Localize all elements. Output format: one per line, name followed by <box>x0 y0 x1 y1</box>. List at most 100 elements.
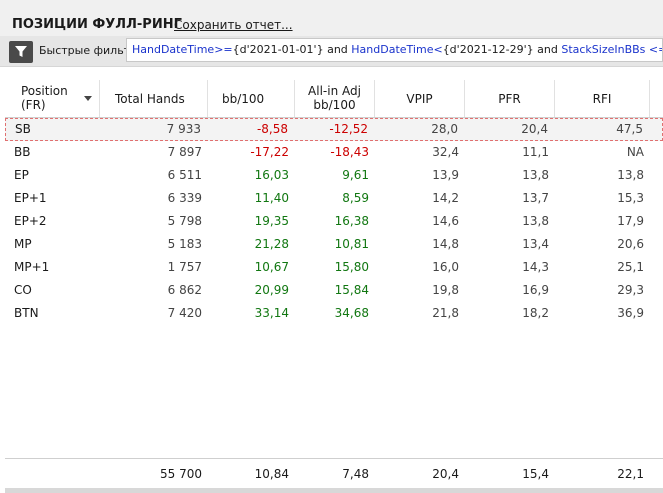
total-allin-adj: 7,48 <box>342 467 369 481</box>
filter-token: StackSizeInBBs <box>561 43 646 56</box>
column-header-bb100[interactable]: bb/100 <box>208 80 295 117</box>
header-divider <box>5 117 663 118</box>
positions-table: Position (FR) Total Hands bb/100 All-in Adj b… <box>5 80 663 490</box>
table-cell-allin-adj: -18,43 <box>330 145 369 159</box>
table-cell-allin-adj: -12,52 <box>329 122 368 136</box>
table-cell-position: SB <box>15 122 31 136</box>
column-header-pfr[interactable]: PFR <box>465 80 555 117</box>
table-cell-pfr: 13,4 <box>522 237 549 251</box>
table-row[interactable]: MP 5 183 21,28 10,81 14,8 13,4 20,6 <box>5 233 663 256</box>
table-cell-pfr: 14,3 <box>522 260 549 274</box>
table-cell-bb100: 33,14 <box>254 306 289 320</box>
table-cell-pfr: 13,7 <box>522 191 549 205</box>
column-header-label: bb/100 <box>222 92 265 106</box>
table-cell-position: MP <box>14 237 32 251</box>
table-cell-bb100: -8,58 <box>256 122 288 136</box>
table-cell-bb100: 11,40 <box>254 191 289 205</box>
table-cell-pfr: 13,8 <box>522 214 549 228</box>
table-row[interactable]: EP 6 511 16,03 9,61 13,9 13,8 13,8 <box>5 164 663 187</box>
table-row[interactable]: BTN 7 420 33,14 34,68 21,8 18,2 36,9 <box>5 302 663 325</box>
table-cell-total-hands: 1 757 <box>167 260 202 274</box>
table-cell-pfr: 20,4 <box>521 122 548 136</box>
filter-token: HandDateTime <box>132 43 215 56</box>
table-cell-rfi: 17,9 <box>617 214 644 228</box>
column-header-label: VPIP <box>406 92 433 106</box>
table-cell-rfi: 36,9 <box>617 306 644 320</box>
table-cell-total-hands: 6 511 <box>167 168 202 182</box>
total-vpip: 20,4 <box>432 467 459 481</box>
total-bb100: 10,84 <box>254 467 289 481</box>
table-row[interactable]: EP+1 6 339 11,40 8,59 14,2 13,7 15,3 <box>5 187 663 210</box>
column-header-position[interactable]: Position (FR) <box>5 80 100 117</box>
horizontal-scrollbar[interactable] <box>5 488 663 493</box>
table-cell-total-hands: 7 420 <box>167 306 202 320</box>
table-cell-position: BTN <box>14 306 39 320</box>
table-cell-pfr: 18,2 <box>522 306 549 320</box>
table-cell-vpip: 14,6 <box>432 214 459 228</box>
column-header-vpip[interactable]: VPIP <box>375 80 465 117</box>
column-header-label: Total Hands <box>115 92 185 106</box>
table-cell-allin-adj: 15,80 <box>334 260 369 274</box>
table-cell-position: CO <box>14 283 32 297</box>
table-cell-allin-adj: 9,61 <box>342 168 369 182</box>
table-cell-vpip: 19,8 <box>432 283 459 297</box>
total-rfi: 22,1 <box>617 467 644 481</box>
funnel-icon <box>15 46 27 57</box>
table-cell-position: MP+1 <box>14 260 50 274</box>
table-row[interactable]: EP+2 5 798 19,35 16,38 14,6 13,8 17,9 <box>5 210 663 233</box>
column-header-label: All-in Adj <box>308 84 361 98</box>
column-header-label: Position <box>21 84 68 98</box>
table-cell-pfr: 16,9 <box>522 283 549 297</box>
page-title: ПОЗИЦИИ ФУЛЛ-РИНГ <box>12 17 182 32</box>
table-cell-vpip: 16,0 <box>432 260 459 274</box>
table-cell-allin-adj: 8,59 <box>342 191 369 205</box>
filter-token: HandDateTime <box>351 43 434 56</box>
table-row[interactable]: BB 7 897 -17,22 -18,43 32,4 11,1 NA <box>5 141 663 164</box>
table-cell-bb100: 20,99 <box>254 283 289 297</box>
table-cell-pfr: 11,1 <box>522 145 549 159</box>
table-cell-allin-adj: 15,84 <box>334 283 369 297</box>
table-cell-position: EP <box>14 168 29 182</box>
table-cell-allin-adj: 34,68 <box>334 306 369 320</box>
table-cell-vpip: 21,8 <box>432 306 459 320</box>
table-cell-total-hands: 6 862 <box>167 283 202 297</box>
table-cell-rfi: NA <box>626 145 644 159</box>
totals-divider <box>5 458 663 459</box>
table-cell-allin-adj: 10,81 <box>334 237 369 251</box>
filter-expression-input[interactable]: HandDateTime>={d'2021-01-01'} and HandDa… <box>126 38 663 62</box>
table-cell-rfi: 20,6 <box>617 237 644 251</box>
table-cell-position: EP+2 <box>14 214 47 228</box>
table-cell-vpip: 13,9 <box>432 168 459 182</box>
total-pfr: 15,4 <box>522 467 549 481</box>
table-cell-rfi: 15,3 <box>617 191 644 205</box>
table-cell-total-hands: 7 897 <box>167 145 202 159</box>
table-cell-vpip: 14,2 <box>432 191 459 205</box>
filter-button[interactable] <box>9 41 33 63</box>
table-cell-pfr: 13,8 <box>522 168 549 182</box>
quick-filter-label: Быстрые фильт <box>39 44 129 57</box>
filter-token: < <box>433 43 443 56</box>
column-header-allin-adj[interactable]: All-in Adj bb/100 <box>295 80 375 117</box>
table-cell-rfi: 29,3 <box>617 283 644 297</box>
table-cell-vpip: 28,0 <box>431 122 458 136</box>
column-header-sublabel: bb/100 <box>313 98 356 112</box>
table-cell-total-hands: 5 183 <box>167 237 202 251</box>
sort-down-icon[interactable] <box>84 96 92 101</box>
title-bar <box>0 0 663 36</box>
table-cell-vpip: 32,4 <box>432 145 459 159</box>
save-report-link[interactable]: Сохранить отчет... <box>174 18 293 32</box>
table-row[interactable]: CO 6 862 20,99 15,84 19,8 16,9 29,3 <box>5 279 663 302</box>
table-row[interactable]: MP+1 1 757 10,67 15,80 16,0 14,3 25,1 <box>5 256 663 279</box>
column-header-rfi[interactable]: RFI <box>555 80 650 117</box>
table-cell-bb100: -17,22 <box>250 145 289 159</box>
table-cell-bb100: 16,03 <box>254 168 289 182</box>
filter-token: {d'2021-01-01'} and <box>232 43 352 56</box>
filter-token: {d'2021-12-29'} and <box>442 43 562 56</box>
column-header-label: RFI <box>592 92 612 106</box>
table-row[interactable]: SB 7 933 -8,58 -12,52 28,0 20,4 47,5 <box>5 118 663 141</box>
column-header-total-hands[interactable]: Total Hands <box>100 80 208 117</box>
total-total-hands: 55 700 <box>160 467 202 481</box>
table-cell-rfi: 13,8 <box>617 168 644 182</box>
column-header-sublabel: (FR) <box>21 98 46 112</box>
table-cell-total-hands: 6 339 <box>167 191 202 205</box>
